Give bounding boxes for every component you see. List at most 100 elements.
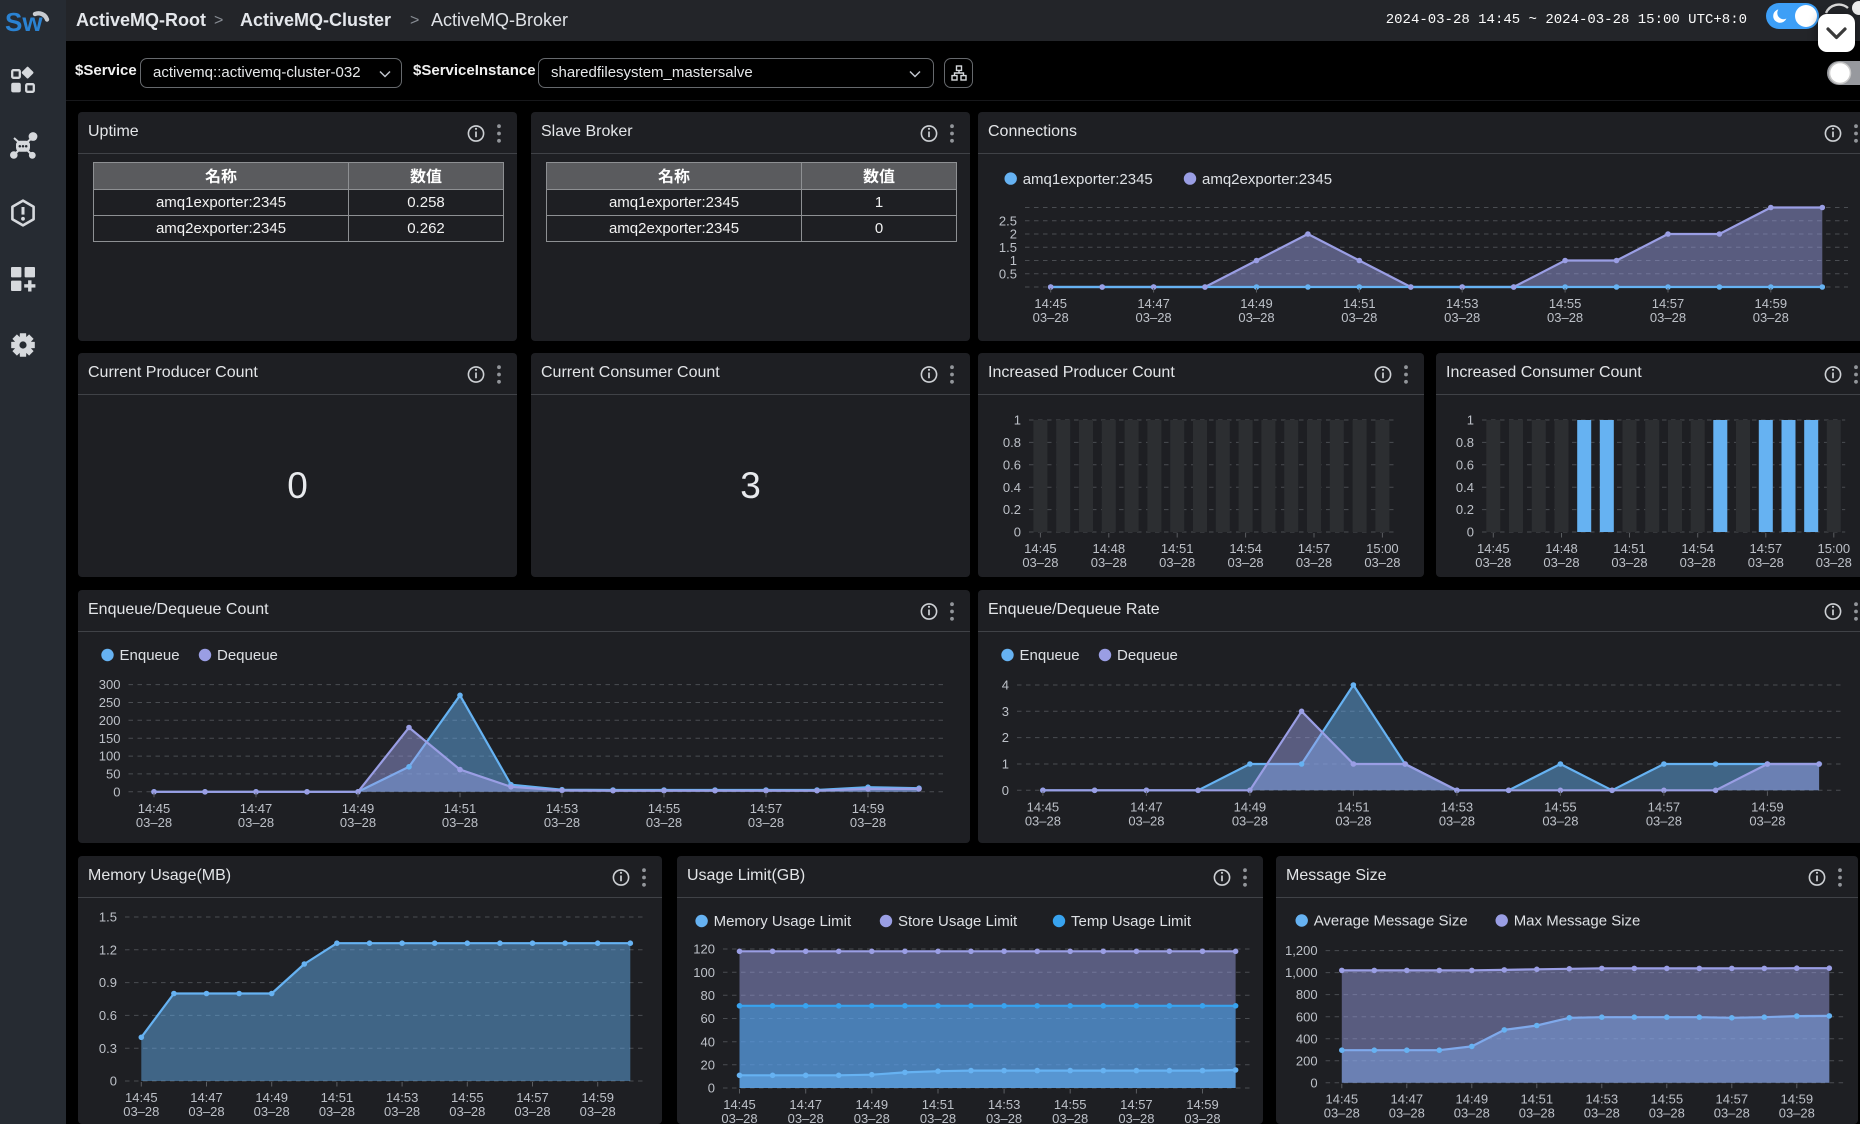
svg-text:14:55: 14:55 bbox=[1651, 1092, 1684, 1107]
svg-text:03–28: 03–28 bbox=[1547, 310, 1583, 325]
svg-text:03–28: 03–28 bbox=[1444, 310, 1480, 325]
svg-text:Enqueue: Enqueue bbox=[120, 647, 180, 664]
svg-text:14:48: 14:48 bbox=[1093, 541, 1126, 556]
svg-text:0.8: 0.8 bbox=[1456, 435, 1474, 450]
svg-text:14:59: 14:59 bbox=[1755, 296, 1788, 311]
svg-text:14:53: 14:53 bbox=[1446, 296, 1479, 311]
svg-text:03–28: 03–28 bbox=[1584, 1106, 1620, 1121]
svg-text:800: 800 bbox=[1296, 987, 1318, 1002]
svg-text:60: 60 bbox=[701, 1011, 715, 1026]
svg-text:03–28: 03–28 bbox=[1749, 813, 1785, 828]
svg-text:03–28: 03–28 bbox=[1748, 555, 1784, 570]
svg-text:80: 80 bbox=[701, 988, 715, 1003]
svg-text:14:45: 14:45 bbox=[138, 801, 171, 816]
svg-text:14:51: 14:51 bbox=[321, 1090, 354, 1105]
svg-text:Temp Usage Limit: Temp Usage Limit bbox=[1071, 913, 1192, 930]
svg-text:Max Message Size: Max Message Size bbox=[1514, 913, 1641, 930]
svg-text:250: 250 bbox=[99, 695, 121, 710]
svg-text:40: 40 bbox=[701, 1034, 715, 1049]
svg-text:14:45: 14:45 bbox=[723, 1097, 756, 1112]
svg-text:14:55: 14:55 bbox=[451, 1090, 484, 1105]
svg-text:03–28: 03–28 bbox=[442, 815, 478, 830]
svg-text:15:00: 15:00 bbox=[1366, 541, 1399, 556]
svg-text:Store Usage Limit: Store Usage Limit bbox=[898, 913, 1018, 930]
svg-text:0.6: 0.6 bbox=[99, 1008, 117, 1023]
svg-text:03–28: 03–28 bbox=[1184, 1111, 1220, 1124]
svg-text:0.8: 0.8 bbox=[1003, 435, 1021, 450]
svg-text:120: 120 bbox=[693, 942, 715, 957]
svg-text:03–28: 03–28 bbox=[1296, 555, 1332, 570]
svg-text:03–28: 03–28 bbox=[1022, 555, 1058, 570]
svg-text:03–28: 03–28 bbox=[1714, 1106, 1750, 1121]
svg-text:03–28: 03–28 bbox=[1389, 1106, 1425, 1121]
svg-text:14:57: 14:57 bbox=[750, 801, 783, 816]
svg-text:14:51: 14:51 bbox=[1161, 541, 1194, 556]
svg-text:03–28: 03–28 bbox=[1118, 1111, 1154, 1124]
svg-text:14:59: 14:59 bbox=[1186, 1097, 1219, 1112]
svg-text:14:49: 14:49 bbox=[1234, 799, 1267, 814]
svg-text:03–28: 03–28 bbox=[1543, 555, 1579, 570]
svg-text:14:45: 14:45 bbox=[1326, 1092, 1359, 1107]
svg-text:03–28: 03–28 bbox=[384, 1104, 420, 1119]
svg-text:0: 0 bbox=[1467, 525, 1474, 540]
svg-text:14:57: 14:57 bbox=[1750, 541, 1783, 556]
svg-text:03–28: 03–28 bbox=[514, 1104, 550, 1119]
svg-text:03–28: 03–28 bbox=[920, 1111, 956, 1124]
svg-text:0: 0 bbox=[110, 1074, 117, 1089]
svg-text:14:47: 14:47 bbox=[1137, 296, 1170, 311]
svg-text:03–28: 03–28 bbox=[1816, 555, 1852, 570]
svg-text:200: 200 bbox=[99, 713, 121, 728]
svg-text:03–28: 03–28 bbox=[1033, 310, 1069, 325]
svg-text:0.9: 0.9 bbox=[99, 975, 117, 990]
svg-text:14:51: 14:51 bbox=[1521, 1092, 1554, 1107]
svg-text:1.2: 1.2 bbox=[99, 942, 117, 957]
svg-text:03–28: 03–28 bbox=[1025, 813, 1061, 828]
svg-text:03–28: 03–28 bbox=[1091, 555, 1127, 570]
svg-text:100: 100 bbox=[99, 749, 121, 764]
svg-text:14:55: 14:55 bbox=[1549, 296, 1582, 311]
svg-text:14:53: 14:53 bbox=[1586, 1092, 1619, 1107]
svg-text:03–28: 03–28 bbox=[1228, 555, 1264, 570]
svg-text:3: 3 bbox=[1002, 704, 1009, 719]
svg-text:14:55: 14:55 bbox=[648, 801, 681, 816]
svg-text:14:55: 14:55 bbox=[1544, 799, 1577, 814]
svg-text:03–28: 03–28 bbox=[748, 815, 784, 830]
svg-text:14:49: 14:49 bbox=[1456, 1092, 1489, 1107]
svg-text:4: 4 bbox=[1002, 678, 1009, 693]
svg-text:14:54: 14:54 bbox=[1681, 541, 1714, 556]
svg-text:14:45: 14:45 bbox=[1027, 799, 1060, 814]
svg-text:0: 0 bbox=[1014, 525, 1021, 540]
svg-text:03–28: 03–28 bbox=[1232, 813, 1268, 828]
svg-text:03–28: 03–28 bbox=[188, 1104, 224, 1119]
svg-text:400: 400 bbox=[1296, 1031, 1318, 1046]
svg-text:1.5: 1.5 bbox=[99, 910, 117, 925]
svg-text:0.5: 0.5 bbox=[999, 266, 1017, 281]
svg-text:03–28: 03–28 bbox=[1335, 813, 1371, 828]
svg-text:14:47: 14:47 bbox=[190, 1090, 223, 1105]
svg-text:03–28: 03–28 bbox=[544, 815, 580, 830]
svg-text:14:45: 14:45 bbox=[1024, 541, 1057, 556]
svg-text:14:53: 14:53 bbox=[1441, 799, 1474, 814]
svg-text:14:53: 14:53 bbox=[546, 801, 579, 816]
svg-text:03–28: 03–28 bbox=[1238, 310, 1274, 325]
svg-text:0: 0 bbox=[1002, 783, 1009, 798]
svg-text:0: 0 bbox=[113, 784, 120, 799]
svg-text:14:57: 14:57 bbox=[1716, 1092, 1749, 1107]
svg-text:14:49: 14:49 bbox=[856, 1097, 889, 1112]
svg-text:14:47: 14:47 bbox=[240, 801, 273, 816]
svg-text:14:45: 14:45 bbox=[1034, 296, 1067, 311]
svg-text:03–28: 03–28 bbox=[254, 1104, 290, 1119]
svg-text:100: 100 bbox=[693, 965, 715, 980]
svg-text:0.6: 0.6 bbox=[1003, 457, 1021, 472]
svg-text:03–28: 03–28 bbox=[1611, 555, 1647, 570]
svg-text:14:51: 14:51 bbox=[1337, 799, 1370, 814]
svg-text:14:54: 14:54 bbox=[1229, 541, 1262, 556]
svg-text:14:48: 14:48 bbox=[1545, 541, 1578, 556]
svg-text:03–28: 03–28 bbox=[1519, 1106, 1555, 1121]
svg-text:1: 1 bbox=[1467, 413, 1474, 428]
svg-text:03–28: 03–28 bbox=[1779, 1106, 1815, 1121]
svg-text:14:57: 14:57 bbox=[1648, 799, 1681, 814]
svg-text:03–28: 03–28 bbox=[986, 1111, 1022, 1124]
svg-text:03–28: 03–28 bbox=[1052, 1111, 1088, 1124]
svg-text:1: 1 bbox=[1014, 413, 1021, 428]
